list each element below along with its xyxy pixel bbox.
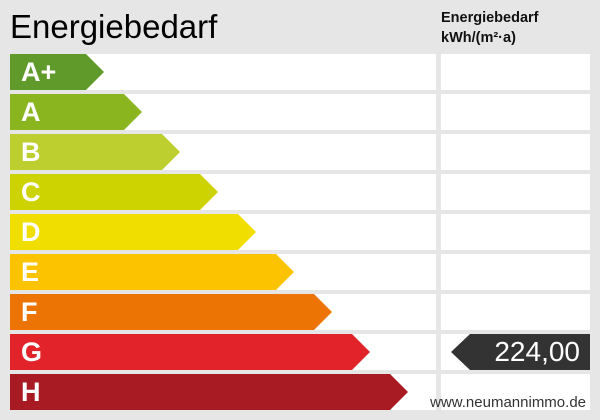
value-cell (441, 214, 590, 250)
column-header-unit: kWh/(m²·a) (441, 30, 516, 46)
class-arrow: H (10, 374, 408, 410)
class-row-d: D (10, 214, 436, 250)
class-row-h: H (10, 374, 436, 410)
class-arrow: F (10, 294, 332, 330)
class-label: D (21, 217, 41, 247)
class-row-aplus: A+ (10, 54, 436, 90)
watermark: www.neumannimmo.de (430, 394, 586, 411)
class-arrow: D (10, 214, 256, 250)
class-arrow: A+ (10, 54, 104, 90)
class-row-f: F (10, 294, 436, 330)
class-label: C (21, 177, 41, 207)
value-cell (441, 54, 590, 90)
class-row-g: G (10, 334, 436, 370)
value-text: 224,00 (494, 336, 580, 367)
class-label: F (21, 297, 38, 327)
class-arrow: E (10, 254, 294, 290)
value-cell (441, 294, 590, 330)
column-header-title: Energiebedarf (441, 10, 539, 26)
class-arrow: B (10, 134, 180, 170)
class-label: A (21, 97, 41, 127)
value-cell (441, 134, 590, 170)
value-marker: 224,00 (451, 334, 590, 370)
class-arrow: A (10, 94, 142, 130)
class-arrow: C (10, 174, 218, 210)
class-label: B (21, 137, 41, 167)
class-label: A+ (21, 57, 57, 87)
page-title: Energiebedarf (10, 8, 218, 45)
class-label: E (21, 257, 40, 287)
value-cell (441, 94, 590, 130)
class-label: H (21, 377, 41, 407)
class-row-b: B (10, 134, 436, 170)
class-arrow: G (10, 334, 370, 370)
class-row-a: A (10, 94, 436, 130)
value-cell (441, 254, 590, 290)
value-cell (441, 374, 590, 410)
class-row-c: C (10, 174, 436, 210)
class-label: G (21, 337, 43, 367)
column-header: Energiebedarf kWh/(m²·a) (441, 8, 539, 48)
value-cell (441, 174, 590, 210)
class-row-e: E (10, 254, 436, 290)
